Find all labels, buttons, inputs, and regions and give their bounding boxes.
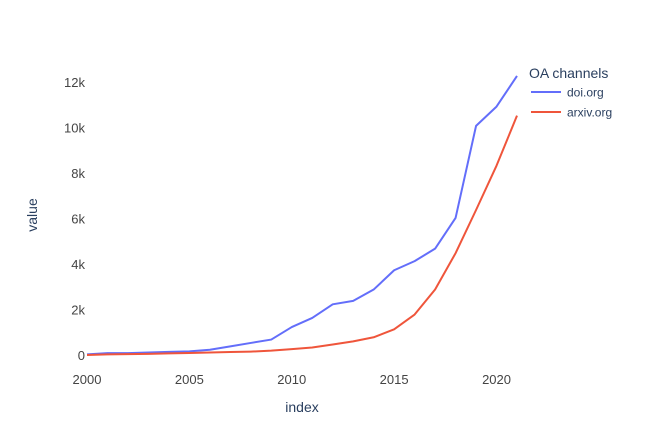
legend-item-label: doi.org (567, 86, 604, 100)
legend-title: OA channels (529, 65, 608, 81)
y-tick-label: 2k (71, 303, 85, 318)
series-lines (86, 75, 518, 356)
x-tick-label: 2020 (482, 372, 511, 387)
y-tick-label: 10k (64, 121, 85, 136)
x-tick-label: 2005 (175, 372, 204, 387)
y-tick-label: 4k (71, 257, 85, 272)
x-tick-label: 2015 (380, 372, 409, 387)
y-tick-label: 0 (78, 348, 85, 363)
x-tick-label: 2000 (73, 372, 102, 387)
x-axis-ticks: 2000 2005 2010 2015 2020 (73, 372, 511, 387)
y-axis-ticks: 0 2k 4k 6k 8k 10k 12k (64, 75, 85, 363)
x-axis-title: index (285, 399, 318, 415)
y-tick-label: 12k (64, 75, 85, 90)
legend: OA channels doi.org arxiv.org (529, 65, 612, 120)
y-tick-label: 6k (71, 212, 85, 227)
y-tick-label: 8k (71, 166, 85, 181)
legend-item-label: arxiv.org (567, 106, 612, 120)
series-line-doi-org (86, 75, 518, 356)
series-line-arxiv-org (86, 115, 518, 356)
y-axis-title: value (24, 198, 40, 232)
x-tick-label: 2010 (277, 372, 306, 387)
